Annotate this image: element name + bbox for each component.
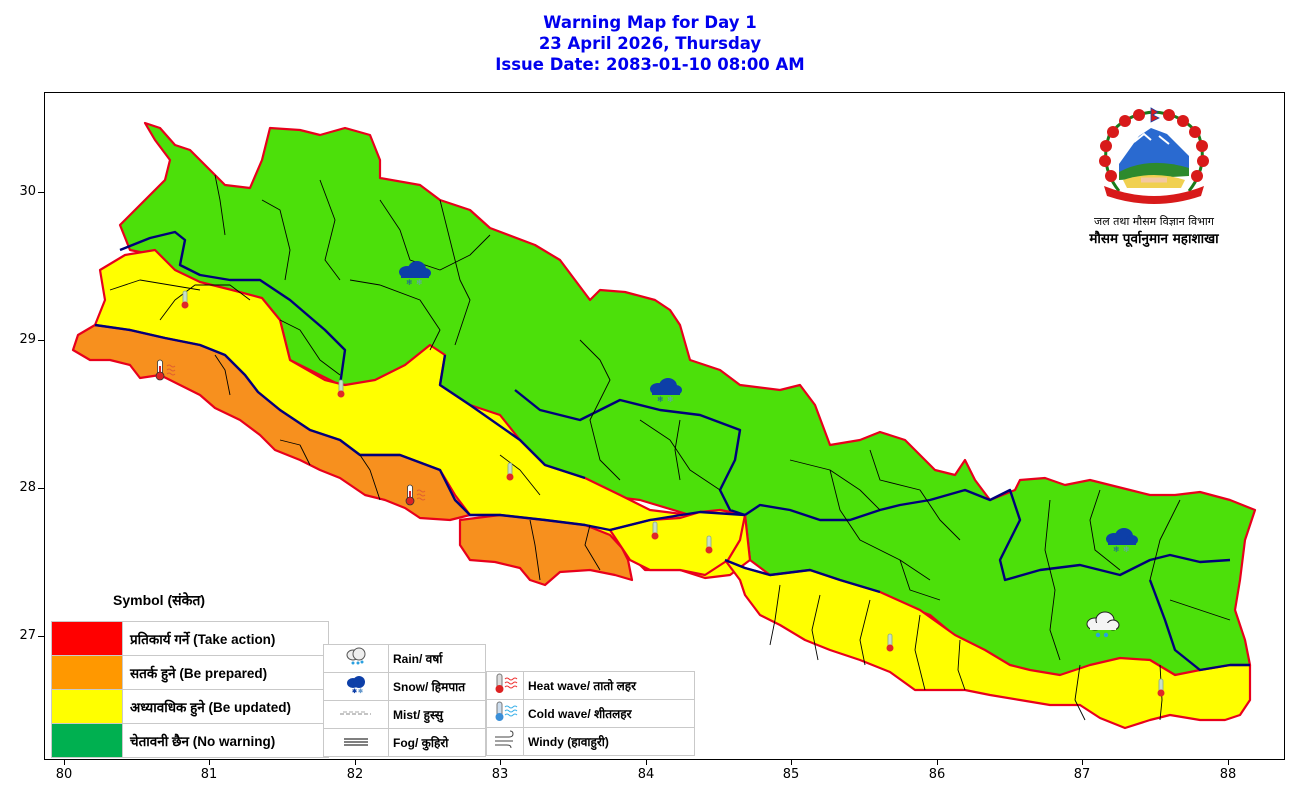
x-tick-mark <box>791 760 792 765</box>
weather-symbol-legend-right: Heat wave/ तातो लहर Cold wave/ शीतलहर Wi… <box>486 671 695 756</box>
fog-icon <box>323 728 389 757</box>
thermometer-icon <box>337 379 345 398</box>
heat-wave-icon <box>155 359 176 381</box>
warning-level-boundaries <box>94 230 1250 672</box>
snow-icon: ❄ ❄ <box>1106 528 1138 554</box>
svg-text:❄: ❄ <box>667 395 674 404</box>
orange-swatch <box>51 655 123 690</box>
legend-row-windy: Windy (हावाहुरी) <box>486 727 695 756</box>
legend-label: सतर्क हुने (Be prepared) <box>122 655 329 690</box>
legend-row-take-action: प्रतिकार्य गर्ने (Take action) <box>51 621 329 656</box>
legend-row-be-updated: अध्यावधिक हुने (Be updated) <box>51 689 329 724</box>
department-logo: जल तथा मौसम विज्ञान विभाग मौसम पूर्वानुम… <box>1064 106 1244 247</box>
x-tick-label: 80 <box>55 767 73 782</box>
thermometer-icon <box>181 290 189 309</box>
legend-label: Fog/ कुहिरो <box>388 728 486 757</box>
y-tick-mark <box>38 340 44 341</box>
y-tick-mark <box>38 192 44 193</box>
y-tick-label: 27 <box>19 628 36 643</box>
rain-icon <box>323 644 389 673</box>
title-line-3: Issue Date: 2083-01-10 08:00 AM <box>495 55 805 74</box>
thermometer-icon <box>1157 678 1165 697</box>
legend-row-cold-wave: Cold wave/ शीतलहर <box>486 699 695 728</box>
green-swatch <box>51 723 123 758</box>
y-tick-mark <box>38 488 44 489</box>
thermometer-icon <box>506 462 514 481</box>
y-tick-mark <box>38 636 44 637</box>
rain-icon <box>1086 611 1120 638</box>
svg-text:❄: ❄ <box>1123 545 1130 554</box>
heat-wave-icon <box>486 671 524 700</box>
x-tick-mark <box>500 760 501 765</box>
department-name: जल तथा मौसम विज्ञान विभाग <box>1094 215 1214 228</box>
title-line-2: 23 April 2026, Thursday <box>538 34 762 53</box>
legend-label: प्रतिकार्य गर्ने (Take action) <box>122 621 329 656</box>
zone-be-updated-central <box>608 508 747 577</box>
legend-title: Symbol (संकेत) <box>113 592 205 608</box>
y-tick-label: 28 <box>19 480 36 495</box>
legend-label: Mist/ हुस्सु <box>388 700 486 729</box>
legend-row-snow: ✱ ✱ Snow/ हिमपात <box>323 672 486 701</box>
legend-label: Rain/ वर्षा <box>388 644 486 673</box>
temperature-markers <box>181 290 1165 697</box>
x-tick-mark <box>1228 760 1229 765</box>
x-tick-label: 82 <box>346 767 364 782</box>
yellow-swatch <box>51 689 123 724</box>
legend-row-no-warning: चेतावनी छैन (No warning) <box>51 723 329 758</box>
heat-wave-icon <box>405 484 426 506</box>
legend-row-mist: Mist/ हुस्सु <box>323 700 486 729</box>
map-title: Warning Map for Day 1 23 April 2026, Thu… <box>0 12 1300 75</box>
legend-label: Windy (हावाहुरी) <box>523 727 695 756</box>
svg-text:❄: ❄ <box>416 278 423 287</box>
windy-icon <box>486 727 524 756</box>
x-tick-mark <box>937 760 938 765</box>
map-plot-area <box>44 92 1285 760</box>
thermometer-icon <box>886 633 894 652</box>
x-tick-label: 83 <box>491 767 509 782</box>
legend-label: Snow/ हिमपात <box>388 672 486 701</box>
x-tick-label: 87 <box>1073 767 1091 782</box>
x-tick-mark <box>64 760 65 765</box>
x-tick-label: 86 <box>928 767 946 782</box>
legend-row-be-prepared: सतर्क हुने (Be prepared) <box>51 655 329 690</box>
legend-label: Heat wave/ तातो लहर <box>523 671 695 700</box>
x-tick-mark <box>646 760 647 765</box>
svg-text:✱: ✱ <box>352 688 357 694</box>
legend-row-heat-wave: Heat wave/ तातो लहर <box>486 671 695 700</box>
red-swatch <box>51 621 123 656</box>
svg-text:✱: ✱ <box>358 688 363 694</box>
thermometer-icon <box>705 535 713 554</box>
district-boundaries <box>109 174 1231 721</box>
x-tick-label: 84 <box>637 767 655 782</box>
y-tick-label: 30 <box>19 184 36 199</box>
legend-label: अध्यावधिक हुने (Be updated) <box>122 689 329 724</box>
snow-icon: ❄ ❄ <box>650 378 682 404</box>
weather-symbol-legend-left: Rain/ वर्षा ✱ ✱ Snow/ हिमपात Mist/ हुस्सु… <box>323 644 486 757</box>
x-tick-mark <box>209 760 210 765</box>
y-tick-label: 29 <box>19 332 36 347</box>
zone-be-updated-terai <box>723 558 1252 730</box>
snow-icon: ✱ ✱ <box>323 672 389 701</box>
x-tick-mark <box>1082 760 1083 765</box>
nepal-emblem-icon <box>1099 107 1209 204</box>
x-tick-label: 88 <box>1219 767 1237 782</box>
svg-text:❄: ❄ <box>657 395 664 404</box>
x-tick-label: 85 <box>782 767 800 782</box>
legend-label: Cold wave/ शीतलहर <box>523 699 695 728</box>
snow-icon: ❄ ❄ <box>399 261 431 287</box>
title-line-1: Warning Map for Day 1 <box>543 13 757 32</box>
svg-text:❄: ❄ <box>406 278 413 287</box>
x-tick-label: 81 <box>200 767 218 782</box>
division-name: मौसम पूर्वानुमान महाशाखा <box>1089 231 1219 247</box>
legend-row-fog: Fog/ कुहिरो <box>323 728 486 757</box>
legend-row-rain: Rain/ वर्षा <box>323 644 486 673</box>
x-tick-mark <box>355 760 356 765</box>
svg-text:❄: ❄ <box>1113 545 1120 554</box>
legend-label: चेतावनी छैन (No warning) <box>122 723 329 758</box>
thermometer-icon <box>651 521 659 540</box>
cold-wave-icon <box>486 699 524 728</box>
mist-icon <box>323 700 389 729</box>
warning-level-legend: प्रतिकार्य गर्ने (Take action) सतर्क हुन… <box>51 621 329 758</box>
